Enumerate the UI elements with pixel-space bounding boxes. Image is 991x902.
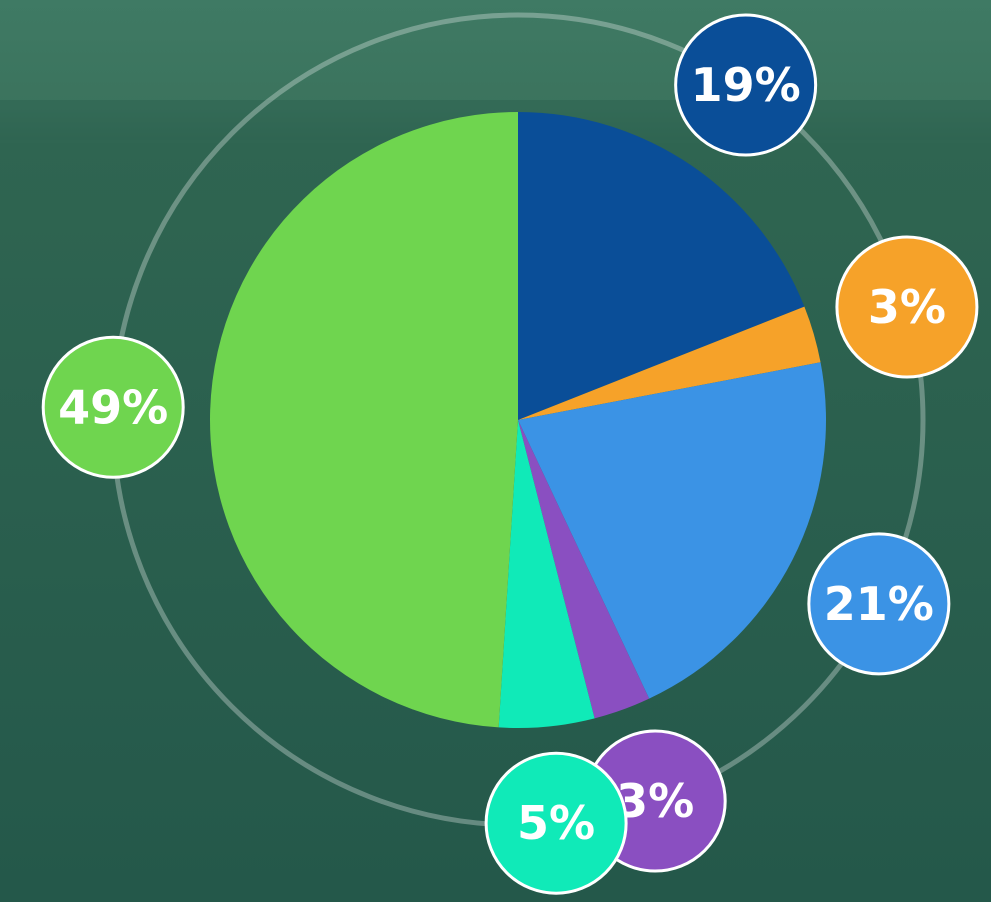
- value-label: 49%: [58, 380, 168, 434]
- label-badge: [674, 13, 818, 157]
- wedge: [210, 112, 518, 728]
- label-badge: [41, 335, 185, 479]
- value-label: 3%: [616, 774, 694, 828]
- labels: 19% 3% 21% 3% 5% 49%: [41, 13, 979, 895]
- wedge: [518, 112, 805, 420]
- wedge: [498, 420, 595, 728]
- value-label: 19%: [691, 58, 801, 112]
- wedge: [518, 362, 826, 699]
- wedge: [518, 306, 821, 420]
- wedge: [518, 420, 650, 719]
- value-label: 5%: [517, 796, 595, 850]
- label-badge: [484, 751, 628, 895]
- value-label: 3%: [868, 280, 946, 334]
- label-badge: [835, 235, 979, 379]
- label-badge: [807, 532, 951, 676]
- pie: [210, 112, 826, 728]
- value-label: 21%: [824, 577, 934, 631]
